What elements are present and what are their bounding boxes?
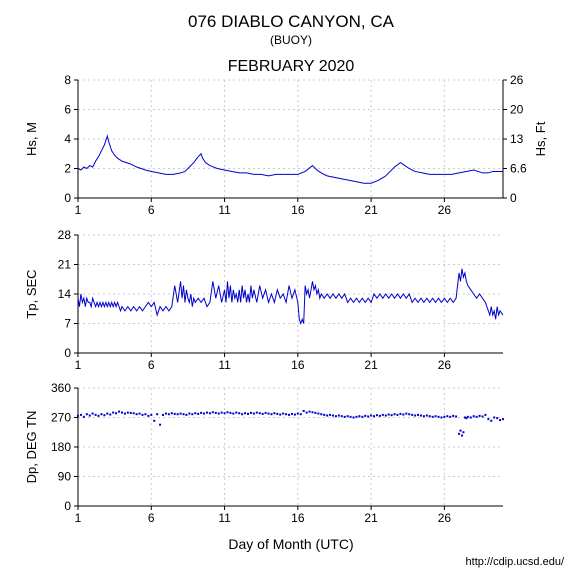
svg-text:14: 14: [58, 287, 72, 301]
svg-text:1: 1: [75, 203, 82, 217]
svg-text:Hs, M: Hs, M: [24, 122, 39, 156]
svg-text:Hs, Ft: Hs, Ft: [533, 121, 548, 156]
svg-text:1: 1: [75, 511, 82, 525]
svg-text:7: 7: [64, 317, 71, 331]
svg-text:26: 26: [510, 73, 524, 87]
svg-text:6: 6: [148, 203, 155, 217]
svg-text:26: 26: [438, 203, 452, 217]
svg-text:6: 6: [148, 511, 155, 525]
chart-container: 076 DIABLO CANYON, CA (BUOY) FEBRUARY 20…: [0, 0, 582, 581]
svg-text:1: 1: [75, 358, 82, 372]
svg-text:6.6: 6.6: [510, 162, 527, 176]
svg-text:Tp, SEC: Tp, SEC: [24, 269, 39, 318]
svg-text:13: 13: [510, 132, 524, 146]
svg-text:11: 11: [218, 358, 231, 372]
svg-text:2: 2: [64, 162, 71, 176]
svg-text:270: 270: [51, 411, 71, 425]
svg-text:0: 0: [64, 191, 71, 205]
chart-svg: 0246806.61320261611162126Hs, MHs, Ft0714…: [0, 0, 582, 581]
svg-text:21: 21: [364, 203, 378, 217]
svg-text:90: 90: [58, 470, 72, 484]
svg-text:8: 8: [64, 73, 71, 87]
svg-text:6: 6: [148, 358, 155, 372]
svg-text:11: 11: [218, 511, 231, 525]
svg-text:26: 26: [438, 511, 452, 525]
svg-text:0: 0: [64, 499, 71, 513]
svg-text:16: 16: [291, 203, 305, 217]
svg-text:20: 20: [510, 103, 524, 117]
svg-text:4: 4: [64, 132, 71, 146]
svg-text:Dp, DEG TN: Dp, DEG TN: [24, 411, 39, 484]
svg-text:360: 360: [51, 381, 71, 395]
svg-text:21: 21: [58, 258, 72, 272]
svg-text:21: 21: [364, 511, 378, 525]
svg-text:21: 21: [364, 358, 378, 372]
svg-text:26: 26: [438, 358, 452, 372]
svg-text:6: 6: [64, 103, 71, 117]
svg-text:0: 0: [510, 191, 517, 205]
svg-text:16: 16: [291, 358, 305, 372]
svg-text:16: 16: [291, 511, 305, 525]
svg-text:180: 180: [51, 440, 71, 454]
svg-text:28: 28: [58, 228, 72, 242]
svg-text:0: 0: [64, 346, 71, 360]
svg-text:11: 11: [218, 203, 231, 217]
